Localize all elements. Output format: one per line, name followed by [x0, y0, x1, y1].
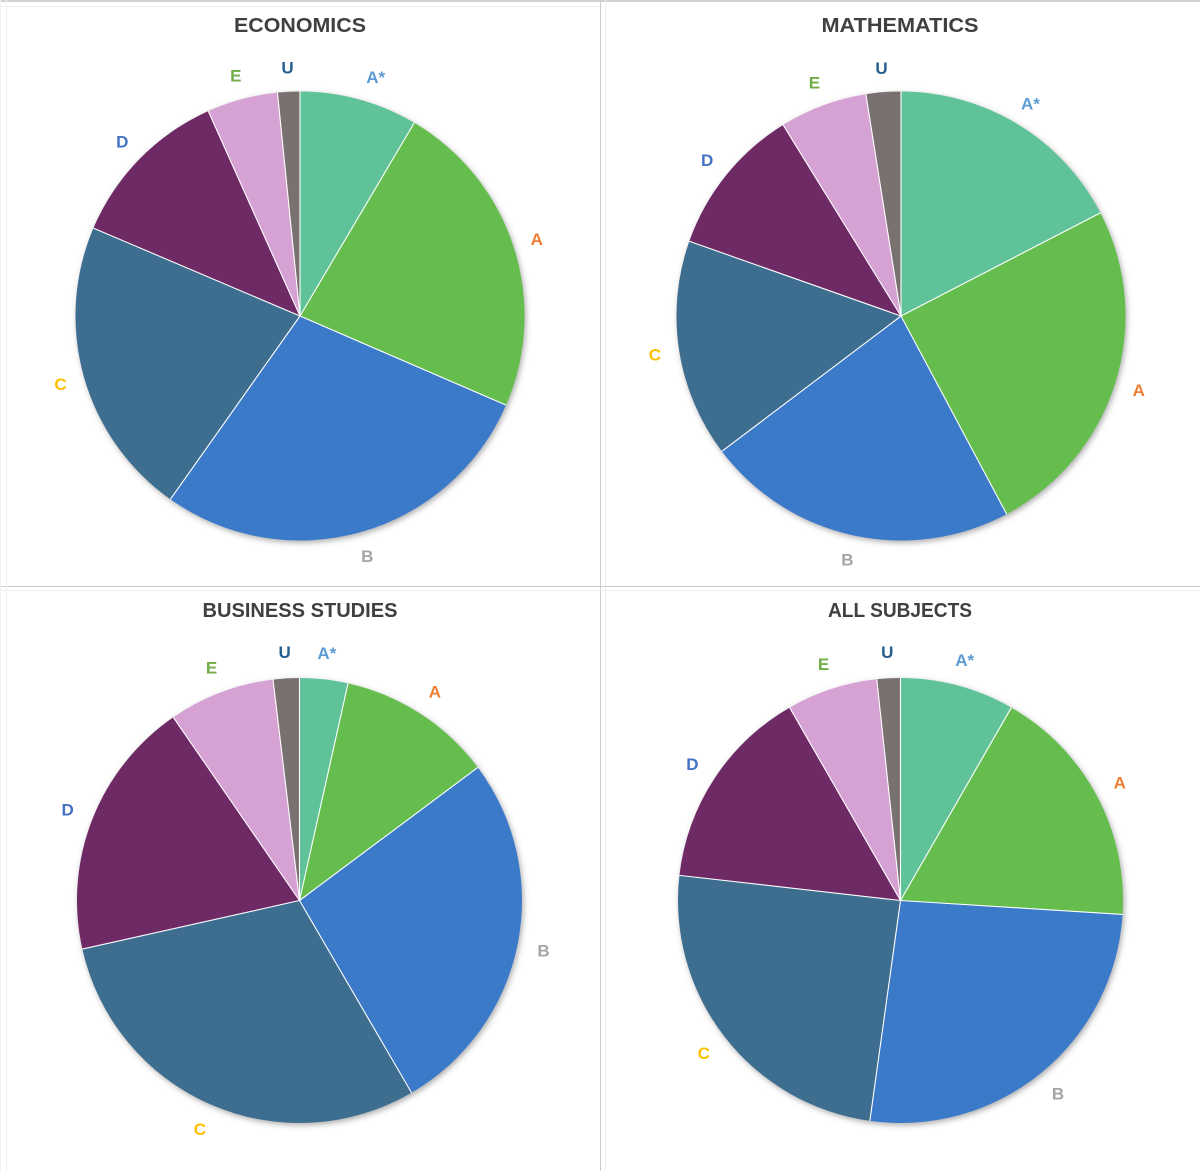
slice-label-d: D	[62, 800, 74, 819]
panel-divider-horizontal-faint	[0, 589, 1200, 591]
pie-economics: A* A B C D E U	[54, 58, 543, 566]
chart-panel-all-subjects: A* A B C D E U ALL SUBJECTS	[600, 585, 1200, 1171]
sheet-gridline-left-edge	[0, 0, 1, 1171]
slice-separator	[299, 122, 415, 317]
pie-body	[678, 677, 1124, 1123]
pie-body	[75, 91, 525, 541]
pie-slice-d[interactable]	[679, 707, 901, 900]
slice-separator	[299, 315, 507, 406]
slice-label-c: C	[54, 375, 66, 394]
slice-separator	[900, 706, 1012, 901]
pie-slice-a[interactable]	[900, 707, 1124, 914]
pie-slice-e[interactable]	[789, 678, 901, 900]
pie-slice-a[interactable]	[901, 212, 1126, 515]
slice-label-e: E	[818, 654, 829, 673]
slice-label-astar: A*	[366, 68, 385, 87]
chart-panel-economics: A* A B C D E U ECONOMICS	[0, 0, 600, 586]
slice-label-d: D	[701, 151, 713, 170]
chart-panel-business-studies: A* A B C D E U BUSINESS STUDIES	[0, 585, 600, 1171]
slice-label-c: C	[194, 1119, 206, 1138]
slice-separator	[789, 706, 901, 901]
slice-label-c: C	[698, 1044, 710, 1063]
slice-separator	[679, 874, 901, 901]
panel-divider-horizontal	[0, 585, 1200, 587]
slice-label-a: A	[1114, 773, 1126, 792]
pie-slice-e[interactable]	[208, 92, 300, 316]
pie-slice-a[interactable]	[300, 122, 525, 406]
slice-label-c: C	[649, 345, 661, 364]
slice-label-u: U	[281, 58, 293, 77]
slice-label-e: E	[206, 658, 217, 677]
pie-slice-b[interactable]	[721, 316, 1007, 541]
pie-slice-astar[interactable]	[900, 677, 1012, 901]
slice-separator	[876, 678, 902, 901]
slice-label-a: A	[429, 682, 441, 701]
slice-separator	[276, 92, 301, 317]
slice-label-astar: A*	[317, 644, 336, 663]
sheet-gridline-top	[0, 6, 600, 7]
pie-slice-e[interactable]	[173, 679, 300, 900]
slice-separator	[298, 682, 349, 901]
slice-label-b: B	[1052, 1084, 1064, 1103]
slice-label-d: D	[686, 754, 698, 773]
chart-title-economics: ECONOMICS	[233, 13, 367, 37]
pie-slice-c[interactable]	[678, 874, 901, 1121]
pie-slice-c[interactable]	[82, 900, 412, 1123]
slice-label-u: U	[881, 642, 893, 661]
sheet-gridline-left	[6, 0, 7, 1171]
slice-separator	[207, 110, 301, 317]
slice-separator	[299, 766, 479, 901]
pie-slice-astar[interactable]	[300, 91, 415, 317]
pie-slice-c[interactable]	[676, 241, 902, 452]
slice-separator	[689, 240, 902, 317]
slice-separator	[93, 227, 301, 317]
pie-all-subjects: A* A B C D E U	[678, 642, 1126, 1123]
slice-separator	[82, 899, 300, 950]
slice-label-b: B	[361, 547, 373, 566]
pie-slice-b[interactable]	[869, 900, 1123, 1123]
pie-slice-a[interactable]	[299, 682, 478, 900]
slice-separator	[169, 315, 301, 500]
pie-slice-d[interactable]	[76, 716, 300, 949]
pie-body	[676, 91, 1126, 541]
slice-separator	[172, 716, 300, 901]
chart-title-business-studies: BUSINESS STUDIES	[202, 599, 398, 622]
slice-separator	[865, 94, 902, 317]
slice-separator	[782, 124, 902, 317]
slice-label-d: D	[116, 133, 128, 152]
slice-label-e: E	[809, 74, 820, 93]
slice-separator	[869, 899, 902, 1121]
pie-slice-b[interactable]	[299, 766, 523, 1093]
slice-separator	[900, 315, 1008, 515]
slice-label-astar: A*	[1021, 94, 1040, 113]
slice-label-b: B	[841, 550, 853, 569]
slice-separator	[900, 212, 1101, 317]
pie-slice-astar[interactable]	[901, 91, 1101, 317]
pie-body	[76, 677, 523, 1123]
pie-slice-e[interactable]	[783, 94, 901, 316]
pie-mathematics: A* A B C D E U	[649, 59, 1145, 569]
slice-label-u: U	[279, 643, 291, 662]
pie-slice-d[interactable]	[689, 124, 901, 316]
chart-title-all-subjects: ALL SUBJECTS	[827, 599, 973, 622]
slice-label-u: U	[875, 59, 887, 78]
pie-slice-b[interactable]	[170, 316, 507, 541]
chart-title-mathematics: MATHEMATICS	[821, 13, 979, 37]
chart-panel-mathematics: A* A B C D E U MATHEMATICS	[600, 0, 1200, 586]
pie-business-studies: A* A B C D E U	[62, 643, 550, 1139]
slice-label-astar: A*	[955, 651, 974, 670]
slice-separator	[272, 679, 301, 901]
slice-separator	[900, 899, 1123, 915]
slice-label-a: A	[1133, 381, 1145, 400]
slice-separator	[721, 315, 902, 452]
slice-label-e: E	[230, 67, 241, 86]
slice-label-a: A	[531, 230, 543, 249]
pie-slice-c[interactable]	[75, 228, 301, 500]
slice-label-b: B	[537, 941, 549, 960]
slice-separator	[299, 899, 413, 1093]
pie-slice-d[interactable]	[93, 111, 300, 316]
